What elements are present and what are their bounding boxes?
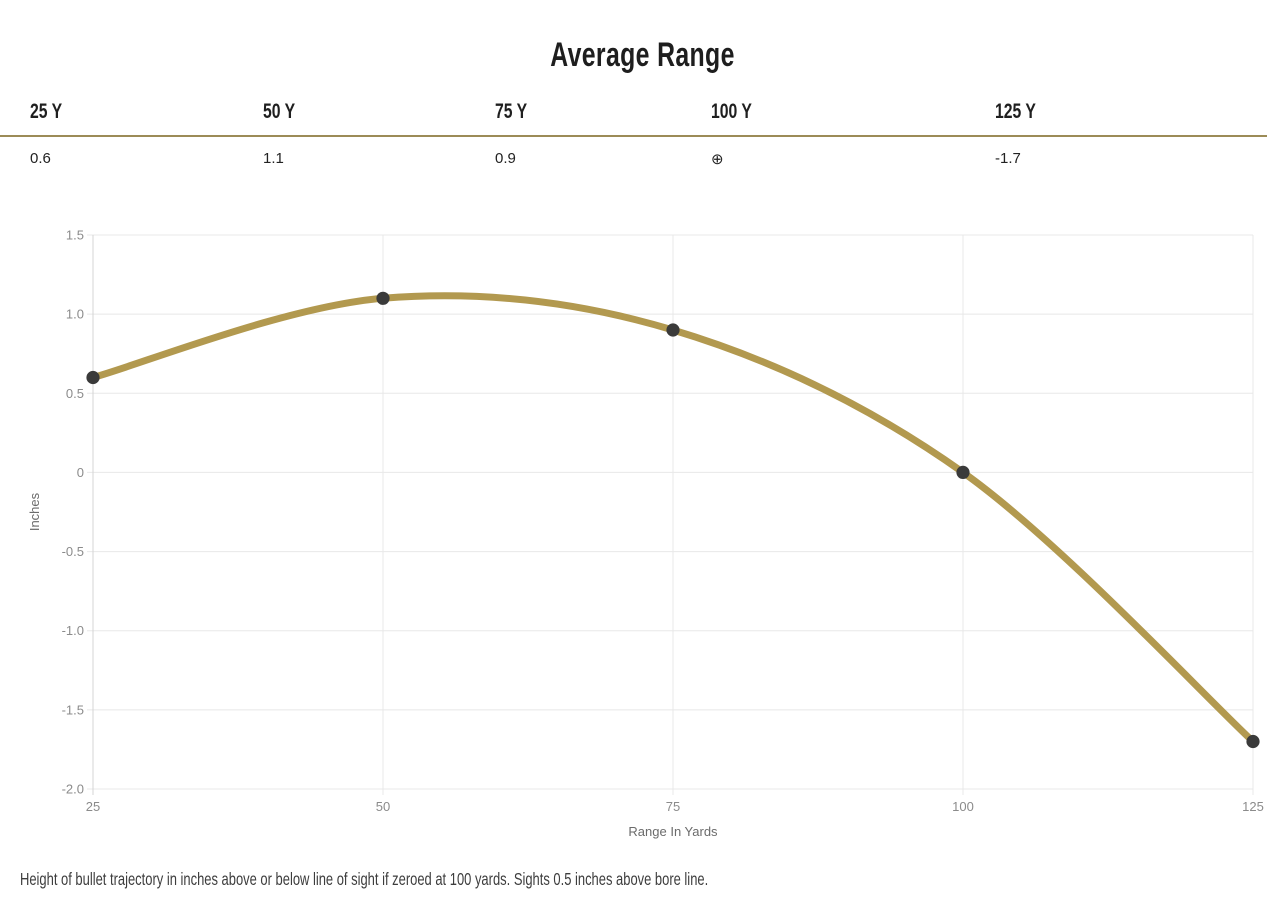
data-point-dot[interactable] <box>956 465 970 479</box>
range-table-header: 25 Y 50 Y 75 Y 100 Y 125 Y <box>0 100 1267 137</box>
table-header-125y: 125 Y <box>995 100 1267 124</box>
table-header-label: 25 Y <box>30 100 63 123</box>
data-point-dot[interactable] <box>376 291 390 305</box>
y-tick-label: -2.0 <box>62 782 84 797</box>
data-point-dot[interactable] <box>86 370 100 385</box>
data-point-dot[interactable] <box>666 323 680 337</box>
range-table: 25 Y 50 Y 75 Y 100 Y 125 Y 0.6 1.1 0.9 ⊕… <box>0 100 1267 168</box>
x-tick-label: 125 <box>1242 799 1264 814</box>
footnote: Height of bullet trajectory in inches ab… <box>20 869 1280 890</box>
table-header-label: 50 Y <box>263 100 296 123</box>
table-header-25y: 25 Y <box>0 100 263 124</box>
y-tick-label: 1.0 <box>66 307 84 322</box>
table-value-50y: 1.1 <box>263 150 284 167</box>
y-tick-label: -1.0 <box>62 623 84 638</box>
page-title: Average Range <box>550 35 735 74</box>
table-header-100y: 100 Y <box>711 100 995 124</box>
table-header-label: 125 Y <box>995 100 1036 123</box>
y-axis-title: Inches <box>27 492 42 531</box>
x-tick-label: 100 <box>952 799 974 814</box>
table-header-label: 75 Y <box>495 100 528 123</box>
y-tick-label: 1.5 <box>66 228 84 243</box>
table-value-75y: 0.9 <box>495 150 516 167</box>
x-tick-label: 25 <box>86 799 100 814</box>
table-header-50y: 50 Y <box>263 100 495 124</box>
y-tick-label: 0.5 <box>66 386 84 401</box>
table-value-125y: -1.7 <box>995 150 1021 167</box>
table-value-25y: 0.6 <box>30 150 51 167</box>
footnote-text: Height of bullet trajectory in inches ab… <box>20 869 709 889</box>
data-point-dot[interactable] <box>1246 734 1260 749</box>
y-tick-label: 0 <box>77 465 84 480</box>
table-header-label: 100 Y <box>711 100 752 123</box>
y-tick-label: -0.5 <box>62 544 84 559</box>
trajectory-curve <box>89 292 1257 745</box>
x-axis-title: Range In Yards <box>628 824 718 839</box>
y-tick-label: -1.5 <box>62 702 84 717</box>
table-value-100y-zero-icon: ⊕ <box>711 151 724 168</box>
table-header-75y: 75 Y <box>495 100 711 124</box>
x-tick-label: 75 <box>666 799 680 814</box>
x-tick-label: 50 <box>376 799 390 814</box>
range-table-values: 0.6 1.1 0.9 ⊕ -1.7 <box>0 137 1267 168</box>
